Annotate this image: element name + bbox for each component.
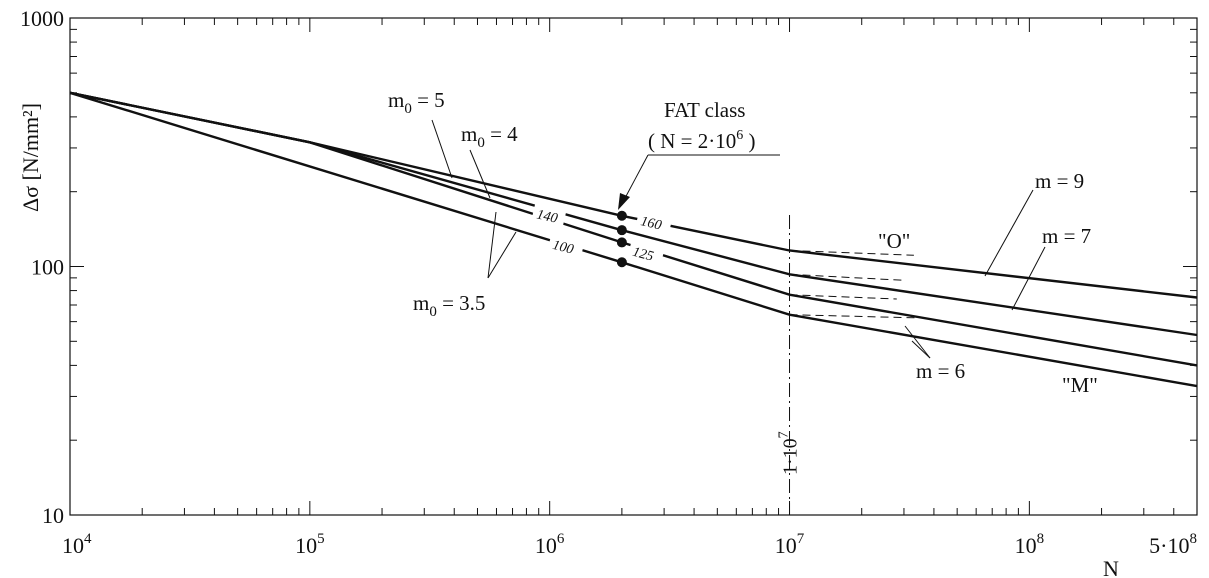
x-axis-title: N [1103, 556, 1119, 578]
series-lines [69, 91, 1198, 388]
label-fat-n-main: ( N = 2·10 [648, 129, 736, 153]
dashed-extension-line [789, 314, 926, 319]
dashed-extension-line [789, 294, 897, 300]
annotations: m0 = 5 m0 = 4 m0 = 3.5 FAT class ( N = 2… [388, 88, 1098, 397]
series-label-140: 140 [535, 207, 559, 226]
series-label-125: 125 [631, 245, 655, 265]
fat-point [616, 237, 627, 248]
leader-m6b [911, 340, 931, 359]
series-line-100 [69, 91, 1198, 388]
x-tick-label-mantissa: 5·10 [1149, 533, 1189, 558]
dashed-extension-line [789, 273, 904, 281]
dashed-extension-line [789, 249, 914, 256]
y-axis-title-text: Δσ [N/mm²] [18, 103, 43, 212]
series-label-160: 160 [639, 214, 663, 233]
label-M: "M" [1062, 373, 1098, 397]
x-tick-label-mantissa: 10 [775, 533, 797, 558]
series-line-125 [69, 91, 1198, 367]
fat-point [616, 210, 627, 221]
x-tick-label-mantissa: 10 [1015, 533, 1037, 558]
annotation-leaders [431, 119, 1046, 359]
leader-m0-35b [487, 231, 517, 279]
label-m6: m = 6 [916, 359, 965, 383]
series-inline-labels: 160 140 125 100 [531, 202, 673, 267]
label-fat-n: ( N = 2·106 ) [648, 128, 756, 153]
x-tick-label-mantissa: 10 [535, 533, 557, 558]
series-line-140 [69, 91, 1198, 337]
label-fat-n-close: ) [743, 129, 755, 153]
x-tick-label: 107 [775, 531, 805, 558]
label-m0-4-m: m [461, 122, 477, 146]
x-tick-label: 108 [1015, 531, 1045, 558]
x-tick-label-mantissa: 10 [62, 533, 84, 558]
x-tick-label-mantissa: 10 [295, 533, 317, 558]
fat-point [616, 225, 627, 236]
x-tick-label-exponent: 7 [797, 531, 805, 547]
leader-m0-35a [487, 211, 497, 279]
label-m9: m = 9 [1035, 169, 1084, 193]
label-m0-4: m0 = 4 [461, 122, 518, 151]
label-m0-35: m0 = 3.5 [413, 291, 485, 320]
leader-m0-5 [431, 119, 453, 179]
x-tick-label-exponent: 8 [1037, 531, 1045, 547]
leader-m0-4 [469, 149, 491, 199]
fat-point [616, 257, 627, 268]
x-tick-label-exponent: 4 [84, 531, 92, 547]
leader-fat [623, 154, 649, 201]
label-m0-5: m0 = 5 [388, 88, 445, 117]
y-axis-title: Δσ [N/mm²] [18, 103, 43, 212]
label-fat-class: FAT class [664, 98, 745, 122]
x-tick-label: 104 [62, 531, 92, 558]
label-m0-35-val: = 3.5 [437, 291, 486, 315]
arrow-head-icon [618, 193, 630, 210]
x-tick-label: 105 [295, 531, 325, 558]
x-tick-label: 5·108 [1149, 531, 1197, 558]
fat-points [616, 210, 627, 268]
vertical-line-label: 1·107 [777, 431, 802, 475]
dashed-extensions [789, 249, 926, 319]
label-m0-5-val: = 5 [412, 88, 445, 112]
label-O: "O" [878, 229, 910, 253]
label-m7: m = 7 [1042, 224, 1091, 248]
label-m0-35-sub: 0 [429, 304, 437, 320]
label-m0-35-m: m [413, 291, 429, 315]
axis-ticks [69, 18, 1198, 516]
y-tick-label: 10 [42, 503, 64, 528]
label-m0-5-m: m [388, 88, 404, 112]
y-tick-label: 1000 [20, 6, 64, 31]
label-m0-4-val: = 4 [485, 122, 518, 146]
label-m0-5-sub: 0 [404, 101, 412, 117]
leader-m6a [904, 325, 931, 359]
vertical-line-label-exponent: 7 [777, 431, 792, 438]
label-m0-4-sub: 0 [477, 135, 485, 151]
x-tick-label-exponent: 6 [557, 531, 565, 547]
x-tick-label-exponent: 5 [317, 531, 325, 547]
vertical-line-label-mantissa: 1·10 [780, 438, 802, 475]
label-fat-n-exp: 6 [736, 128, 743, 143]
leader-m9 [984, 189, 1034, 277]
x-tick-label-exponent: 8 [1190, 531, 1198, 547]
y-tick-label: 100 [31, 255, 64, 280]
x-tick-label: 106 [535, 531, 565, 558]
leader-m7 [1011, 246, 1046, 311]
series-label-100: 100 [551, 238, 575, 258]
